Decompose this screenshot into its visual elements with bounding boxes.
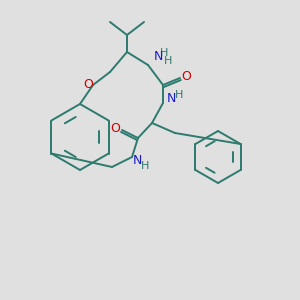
Text: O: O xyxy=(110,122,120,136)
Text: H: H xyxy=(141,161,149,171)
Text: H: H xyxy=(160,48,168,58)
Text: N: N xyxy=(166,92,176,106)
Text: N: N xyxy=(153,50,163,64)
Text: N: N xyxy=(132,154,142,167)
Text: O: O xyxy=(83,77,93,91)
Text: H: H xyxy=(164,56,172,66)
Text: H: H xyxy=(175,90,183,100)
Text: O: O xyxy=(181,70,191,83)
